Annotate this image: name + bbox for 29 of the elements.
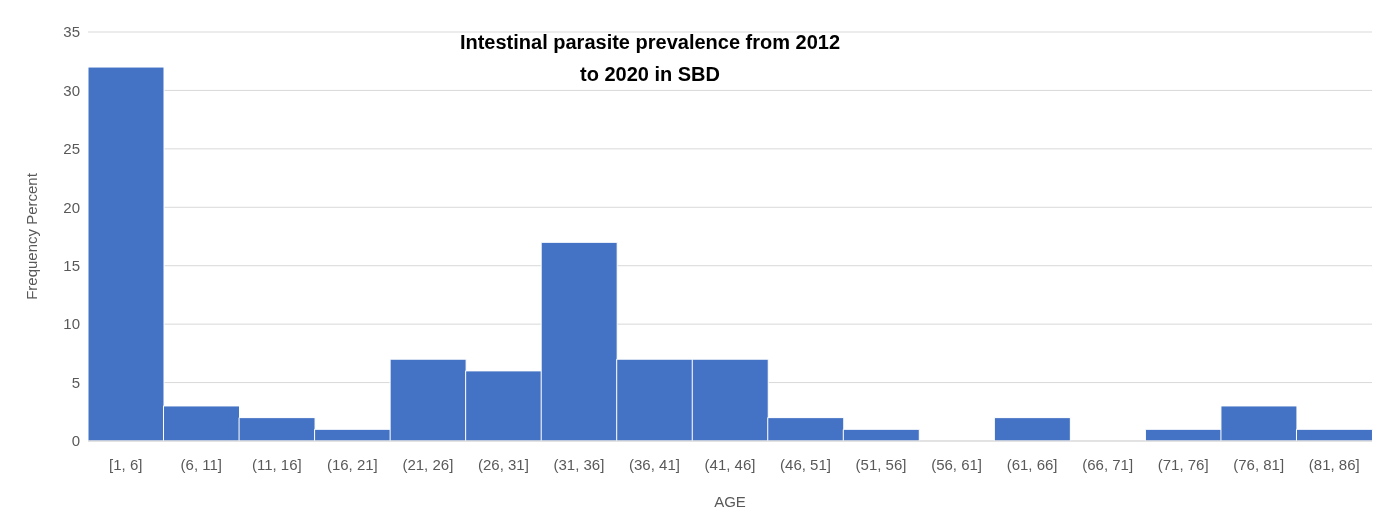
x-tick-label: (76, 81] — [1233, 455, 1285, 473]
y-tick-label: 0 — [71, 432, 80, 450]
x-tick-label: (21, 26] — [402, 455, 454, 473]
y-tick-label: 5 — [71, 373, 80, 391]
y-tick-label: 10 — [63, 315, 80, 333]
text: Intestinal parasite prevalence from 2012 to 2020 in SBD — [458, 30, 842, 87]
x-axis-title: AGE — [714, 493, 746, 510]
y-tick-label: 20 — [63, 198, 80, 216]
x-tick-label: (66, 71] — [1082, 455, 1134, 473]
x-tick-label: (56, 61] — [931, 455, 983, 473]
y-tick-label: 35 — [63, 23, 80, 41]
x-tick-label: (31, 36] — [553, 455, 605, 473]
x-tick-label: (71, 76] — [1157, 455, 1209, 473]
x-tick-label: (46, 51] — [780, 455, 831, 473]
x-tick-label: (61, 66] — [1006, 455, 1058, 473]
y-axis-title: Frequency Percent — [23, 172, 41, 300]
bar — [993, 417, 1071, 441]
y-tick-label: 15 — [63, 257, 80, 275]
x-tick-label: (11, 16] — [251, 455, 302, 473]
x-tick-label: (41, 46] — [704, 455, 756, 473]
x-tick-label: (36, 41] — [629, 455, 680, 473]
x-tick-label: (6, 11] — [180, 455, 223, 473]
x-tick-label: (51, 56] — [855, 455, 907, 473]
y-tick-label: 30 — [63, 81, 80, 99]
y-tick-label: 25 — [63, 140, 80, 158]
x-tick-label: (26, 31] — [477, 455, 529, 473]
x-tick-label: (81, 86] — [1308, 455, 1360, 473]
x-tick-label: [1, 6] — [109, 455, 143, 473]
x-tick-label: (16, 21] — [326, 455, 378, 473]
